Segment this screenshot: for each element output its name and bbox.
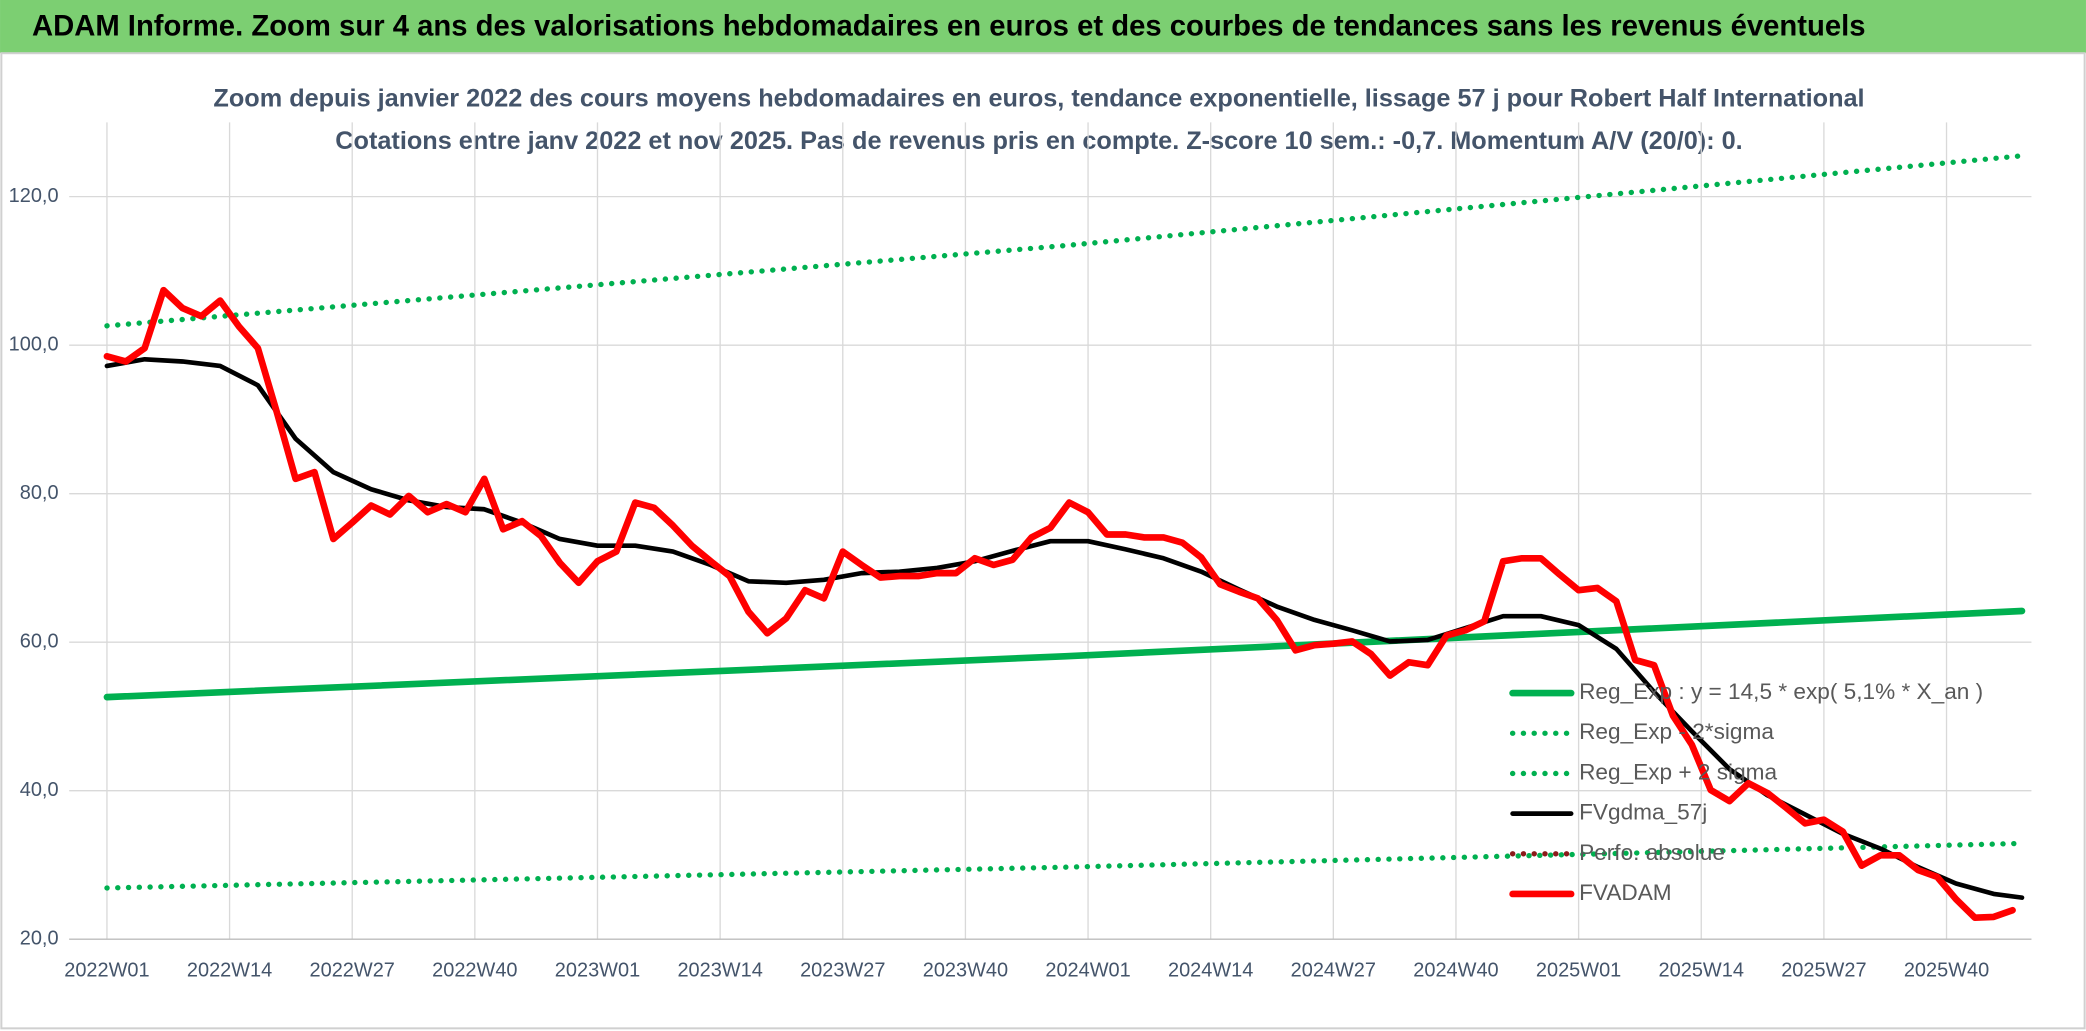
x-tick-label: 2025W14 xyxy=(1659,959,1744,981)
x-tick-label: 2022W40 xyxy=(432,959,517,981)
y-tick-label: 60,0 xyxy=(20,630,59,652)
chart-title: Zoom depuis janvier 2022 des cours moyen… xyxy=(213,84,1864,112)
x-tick-label: 2022W14 xyxy=(187,959,272,981)
y-tick-label: 40,0 xyxy=(20,779,59,801)
x-tick-label: 2024W01 xyxy=(1045,959,1130,981)
legend-label: FVADAM xyxy=(1579,880,1672,905)
y-tick-label: 100,0 xyxy=(9,333,59,355)
legend-label: Reg_Exp - 2*sigma xyxy=(1579,719,1774,744)
x-tick-label: 2025W27 xyxy=(1781,959,1866,981)
y-tick-label: 80,0 xyxy=(20,482,59,504)
x-tick-label: 2025W40 xyxy=(1904,959,1989,981)
header-title: ADAM Informe. Zoom sur 4 ans des valoris… xyxy=(32,11,1866,43)
series-line xyxy=(104,153,2025,329)
header-bar xyxy=(0,0,2086,54)
legend-label: Perfo. absolue xyxy=(1579,840,1725,865)
y-tick-label: 120,0 xyxy=(9,185,59,207)
chart-subtitle: Cotations entre janv 2022 et nov 2025. P… xyxy=(335,127,1742,155)
x-tick-label: 2023W14 xyxy=(677,959,762,981)
legend-label: FVgdma_57j xyxy=(1579,800,1707,825)
x-tick-label: 2024W14 xyxy=(1168,959,1253,981)
y-tick-label: 20,0 xyxy=(20,927,59,949)
x-tick-label: 2025W01 xyxy=(1536,959,1621,981)
series-line xyxy=(104,840,2025,891)
x-tick-label: 2022W27 xyxy=(310,959,395,981)
legend-label: Reg_Exp + 2 sigma xyxy=(1579,759,1777,784)
series-line xyxy=(104,356,2025,900)
x-tick-label: 2023W40 xyxy=(923,959,1008,981)
legend-label: Reg_Exp : y = 14,5 * exp( 5,1% * X_an ) xyxy=(1579,679,1983,704)
chart-border xyxy=(0,52,2086,1030)
x-tick-label: 2023W27 xyxy=(800,959,885,981)
series-line xyxy=(103,286,2016,921)
x-tick-label: 2024W27 xyxy=(1291,959,1376,981)
x-tick-label: 2023W01 xyxy=(555,959,640,981)
series-line xyxy=(103,607,2026,701)
x-tick-label: 2024W40 xyxy=(1413,959,1498,981)
x-tick-label: 2022W01 xyxy=(64,959,149,981)
